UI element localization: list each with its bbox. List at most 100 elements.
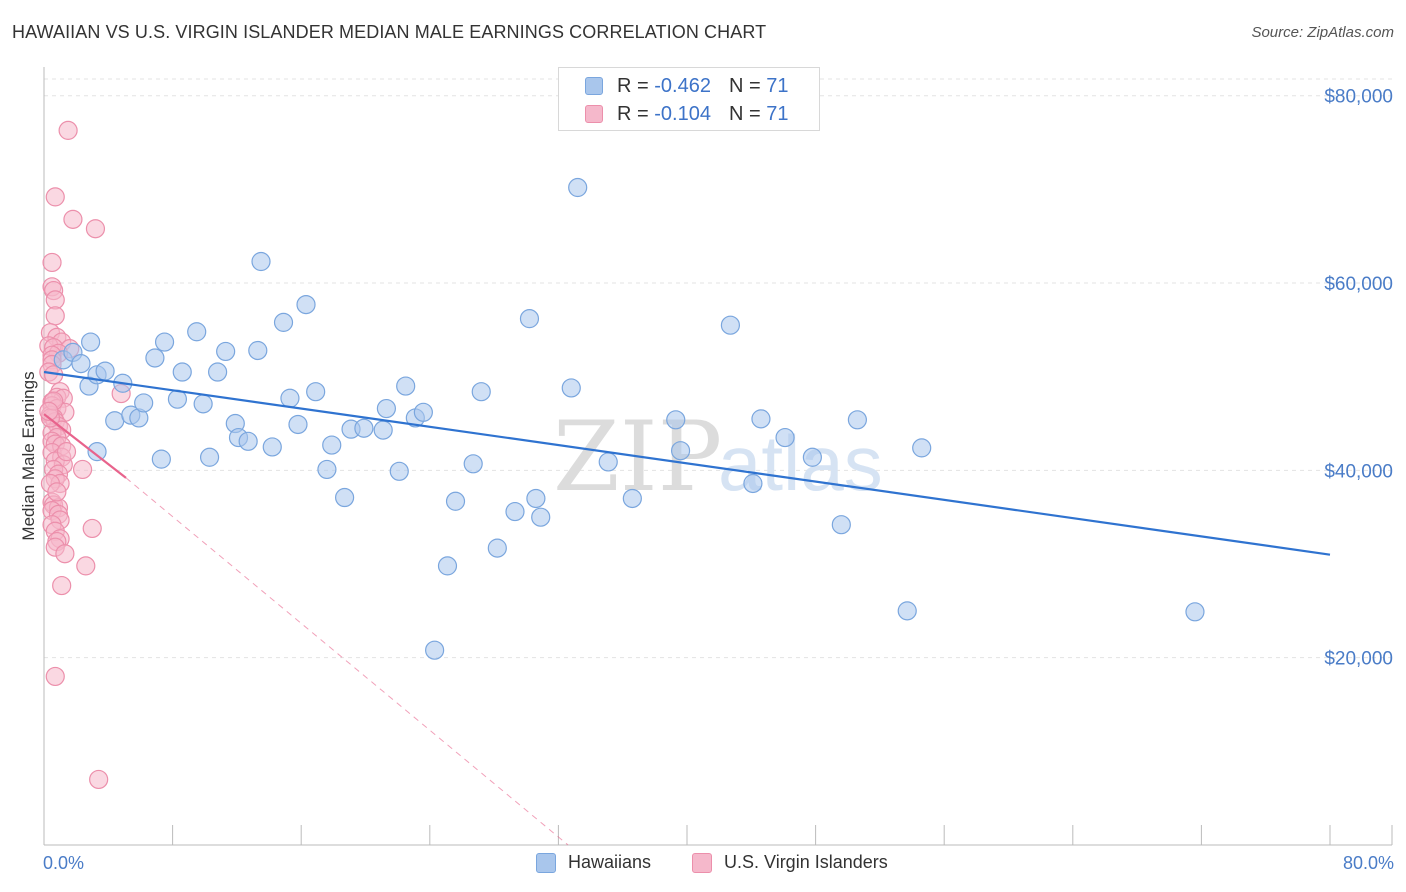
hawaiian-point [389,461,409,481]
trend-line-virgin-islanders [43,413,127,479]
virgin-islander-point [39,401,59,421]
correlation-legend: R = -0.462 N = 71 R = -0.104 N = 71 [558,67,820,131]
legend-row-hawaiians: R = -0.462 N = 71 [559,72,788,100]
hawaiian-point [670,441,691,461]
virgin-islander-point [42,252,62,273]
x-tick-label-max: 80.0% [1343,853,1394,873]
watermark-atlas: atlas [718,419,883,507]
y-tick-label-60000: $60,000 [1324,274,1393,295]
hawaiian-point [208,362,228,382]
hawaiian-point [526,488,546,509]
hawaiian-point [445,491,466,511]
hawaiian-point [105,411,125,431]
hawaiian-point [561,378,581,398]
hawaiian-point [519,309,540,329]
hawaiian-point [71,353,91,374]
series-legend: Hawaiians U.S. Virgin Islanders [0,852,1406,878]
legend-swatch-virgin-islanders [585,105,603,123]
hawaiian-point [622,488,642,509]
hawaiian-point [145,348,165,368]
hawaiian-point [666,410,686,430]
hawaiian-point [487,538,507,558]
hawaiian-point [396,376,416,396]
legend-r-label: R = [617,74,649,97]
virgin-islander-point [45,666,65,687]
series-hawaiians-points [53,177,1205,660]
hawaiian-point [376,398,396,419]
legend-r-label: R = [617,102,649,125]
hawaiian-point [288,414,308,435]
legend-r-value: -0.104 [654,102,711,125]
legend-swatch-hawaiians [585,77,603,95]
hawaiian-point [172,362,192,382]
legend-r-value: -0.462 [654,74,711,97]
legend-label-virgin-islanders: U.S. Virgin Islanders [724,852,888,872]
hawaiian-point [193,394,213,414]
hawaiian-point [216,341,236,362]
virgin-islander-point [63,209,83,229]
virgin-islander-point [72,459,93,480]
hawaiian-point [437,556,458,576]
hawaiian-point [322,435,342,455]
hawaiian-point [306,382,326,402]
virgin-islander-point [45,306,65,326]
virgin-islander-point [55,544,75,564]
hawaiian-point [87,442,107,462]
hawaiian-point [413,402,433,422]
hawaiian-point [751,409,771,429]
legend-n-label: N = [728,102,761,125]
hawaiian-point [238,431,258,451]
hawaiian-point [425,640,445,660]
trend-line-hawaiians [43,370,1331,556]
hawaiian-point [262,437,282,457]
hawaiian-point [134,393,154,413]
hawaiian-point [373,420,393,440]
hawaiian-point [598,452,618,472]
virgin-islander-point [45,187,65,207]
hawaiian-point [463,454,483,474]
virgin-islander-point [45,290,65,310]
legend-swatch-hawaiians [536,852,556,873]
hawaiian-point [248,340,268,361]
legend-item-hawaiians[interactable]: Hawaiians [536,852,651,873]
hawaiian-point [81,332,101,352]
hawaiian-point [912,438,932,458]
hawaiian-point [847,410,867,430]
legend-row-virgin-islanders: R = -0.104 N = 71 [559,100,788,128]
series-virgin-islanders-points [39,120,131,790]
hawaiian-point [720,315,741,335]
hawaiian-point [802,447,822,467]
hawaiian-point [335,487,355,508]
virgin-islander-point [56,442,77,462]
virgin-islander-point [89,769,109,790]
hawaiian-point [1185,602,1205,622]
hawaiian-point [831,515,851,535]
trend-line-virgin-islanders-extension [125,477,569,846]
y-tick-label-20000: $20,000 [1324,649,1393,670]
virgin-islander-point [47,482,67,502]
hawaiian-point [151,449,171,469]
y-tick-label-80000: $80,000 [1324,87,1393,108]
hawaiian-point [505,501,525,522]
legend-n-value: 71 [766,102,789,125]
hawaiian-point [568,177,588,198]
hawaiian-point [154,332,175,352]
x-tick-label-min: 0.0% [43,853,84,873]
grid-lines [44,78,1392,659]
legend-n-value: 71 [766,74,789,97]
legend-n-label: N = [728,74,761,97]
hawaiian-point [251,251,271,272]
hawaiian-point [317,459,337,480]
hawaiian-point [95,361,115,381]
legend-item-virgin-islanders[interactable]: U.S. Virgin Islanders [692,852,888,873]
hawaiian-point [187,322,207,342]
hawaiian-point [199,447,220,467]
hawaiian-point [296,294,316,315]
virgin-islander-point [85,219,106,239]
y-tick-label-40000: $40,000 [1324,461,1393,482]
y-axis-title: Median Male Earnings [19,371,38,540]
hawaiian-point [280,388,300,408]
hawaiian-point [743,473,763,494]
hawaiian-point [471,382,491,402]
virgin-islander-point [52,575,72,596]
